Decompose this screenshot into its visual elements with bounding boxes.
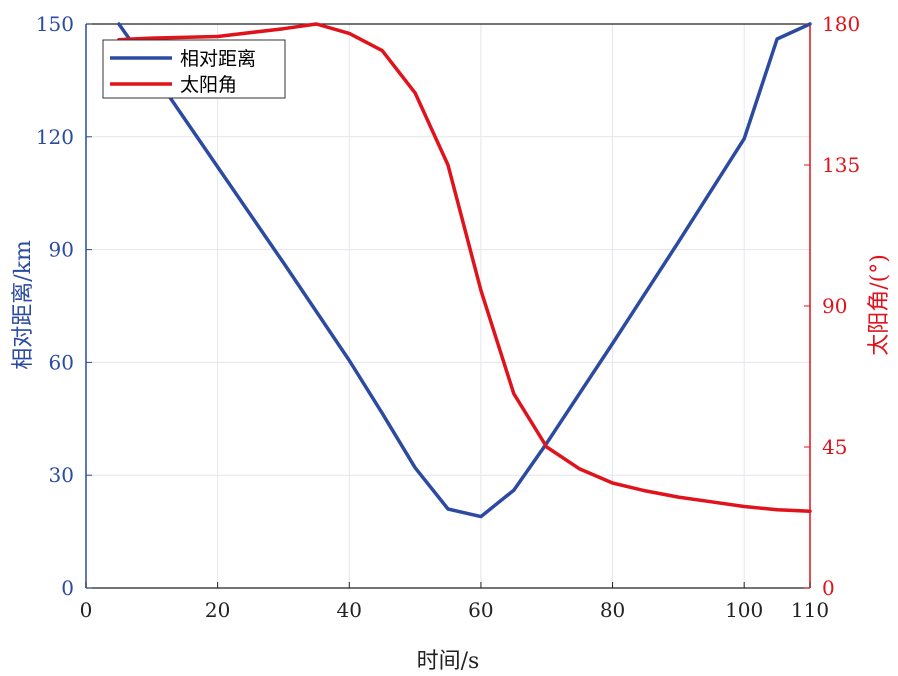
x-tick-label: 20 bbox=[205, 598, 230, 622]
grid bbox=[86, 24, 810, 588]
y-left-tick-label: 150 bbox=[36, 12, 74, 36]
legend-label-series-2: 太阳角 bbox=[180, 74, 237, 96]
y-left-tick-label: 90 bbox=[49, 238, 74, 262]
series-lines bbox=[117, 22, 812, 519]
y-left-tick-label: 60 bbox=[49, 350, 74, 374]
legend-box bbox=[102, 39, 286, 99]
x-tick-label: 0 bbox=[80, 598, 93, 622]
y-right-tick-label: 180 bbox=[822, 12, 860, 36]
y-right-tick-label: 135 bbox=[822, 153, 860, 177]
y-left-tick-label: 30 bbox=[49, 463, 74, 487]
y-left-tick-label: 0 bbox=[61, 576, 74, 600]
x-tick-label: 100 bbox=[725, 598, 763, 622]
series-line-1 bbox=[117, 22, 812, 519]
legend-label-series-1: 相对距离 bbox=[180, 48, 256, 70]
y-right-tick-label: 90 bbox=[822, 294, 847, 318]
x-tick-label: 40 bbox=[337, 598, 362, 622]
axes bbox=[85, 23, 811, 589]
y-axis-left-label: 相对距离/km bbox=[11, 240, 36, 370]
x-tick-label: 60 bbox=[468, 598, 493, 622]
y-right-tick-label: 0 bbox=[822, 576, 835, 600]
x-tick-label: 110 bbox=[791, 598, 829, 622]
legend: 相对距离 太阳角 bbox=[102, 39, 286, 99]
y-axis-right-label: 太阳角/(°) bbox=[867, 254, 892, 356]
y-left-tick-label: 120 bbox=[36, 125, 74, 149]
y-right-tick-label: 45 bbox=[822, 435, 847, 459]
x-tick-label: 80 bbox=[600, 598, 625, 622]
series-line-2 bbox=[117, 22, 812, 513]
x-axis-label: 时间/s bbox=[417, 649, 480, 674]
